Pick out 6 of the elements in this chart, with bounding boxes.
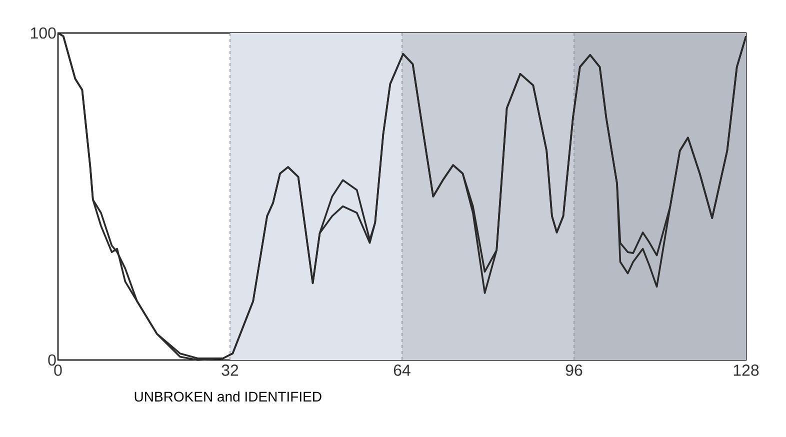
x-tick-label: 96 <box>566 364 582 376</box>
x-axis-title: UNBROKEN and IDENTIFIED <box>134 391 322 402</box>
y-tick-label: 100 <box>31 27 56 39</box>
x-tick-label: 64 <box>394 364 410 376</box>
x-tick-label: 128 <box>734 364 759 376</box>
x-tick-label: 32 <box>222 364 238 376</box>
